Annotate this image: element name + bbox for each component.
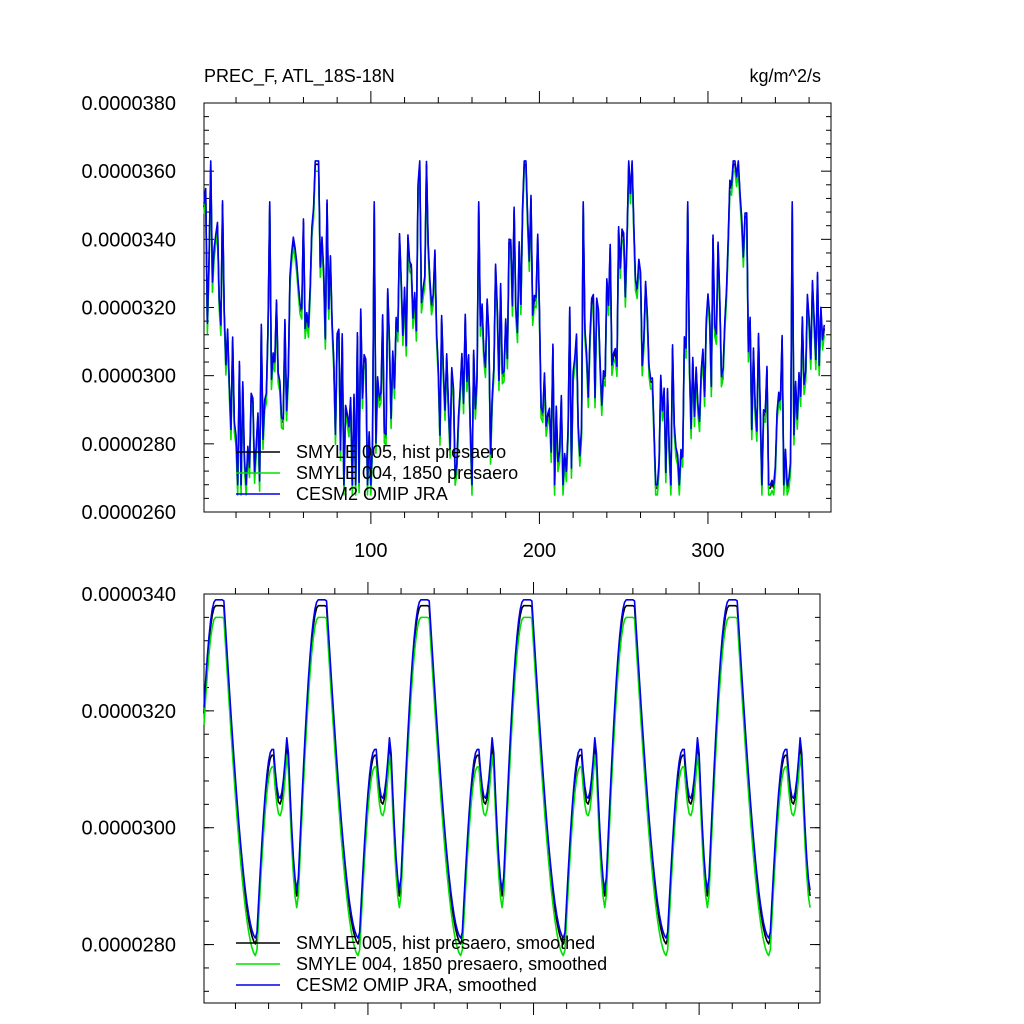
y-tick-label: 0.0000280 bbox=[81, 935, 176, 957]
series-line-3 bbox=[203, 160, 826, 486]
y-tick-label: 0.0000300 bbox=[81, 366, 176, 388]
y-tick-label: 0.0000380 bbox=[81, 93, 176, 115]
y-tick-label: 0.0000340 bbox=[81, 584, 176, 606]
legend-label: SMYLE 004, 1850 presaero bbox=[296, 463, 518, 483]
y-tick-label: 0.0000360 bbox=[81, 161, 176, 183]
series-line-3 bbox=[203, 599, 811, 939]
bottom-legend: SMYLE 005, hist presaero, smoothedSMYLE … bbox=[236, 933, 607, 995]
x-tick-label: 300 bbox=[691, 540, 724, 562]
top-y-axis: 0.0000260 0.0000280 0.0000300 0.0000320 0.00… bbox=[81, 93, 831, 524]
bottom-series-group bbox=[203, 599, 811, 957]
legend-label: CESM2 OMIP JRA bbox=[296, 484, 448, 504]
bottom-y-axis: 0.0000280 0.0000300 0.0000320 0.0000340 bbox=[81, 584, 820, 992]
y-tick-label: 0.0000320 bbox=[81, 701, 176, 723]
y-tick-label: 0.0000340 bbox=[81, 229, 176, 251]
bottom-x-axis bbox=[234, 582, 799, 1015]
chart-title-right: kg/m^2/s bbox=[750, 66, 821, 86]
legend-label: SMYLE 004, 1850 presaero, smoothed bbox=[296, 954, 607, 974]
y-tick-label: 0.0000260 bbox=[81, 502, 176, 524]
legend-label: SMYLE 005, hist presaero bbox=[296, 442, 506, 462]
y-tick-label: 0.0000320 bbox=[81, 298, 176, 320]
x-tick-label: 100 bbox=[354, 540, 387, 562]
series-line-2 bbox=[203, 616, 811, 957]
x-tick-label: 200 bbox=[523, 540, 556, 562]
top-series-group bbox=[203, 160, 826, 496]
y-tick-label: 0.0000280 bbox=[81, 434, 176, 456]
chart-title-left: PREC_F, ATL_18S-18N bbox=[204, 66, 395, 87]
legend-label: SMYLE 005, hist presaero, smoothed bbox=[296, 933, 595, 953]
plot-frame-bottom bbox=[203, 593, 821, 1004]
top-x-axis: 100 200 300 bbox=[235, 91, 810, 562]
legend-label: CESM2 OMIP JRA, smoothed bbox=[296, 975, 537, 995]
y-tick-label: 0.0000300 bbox=[81, 818, 176, 840]
